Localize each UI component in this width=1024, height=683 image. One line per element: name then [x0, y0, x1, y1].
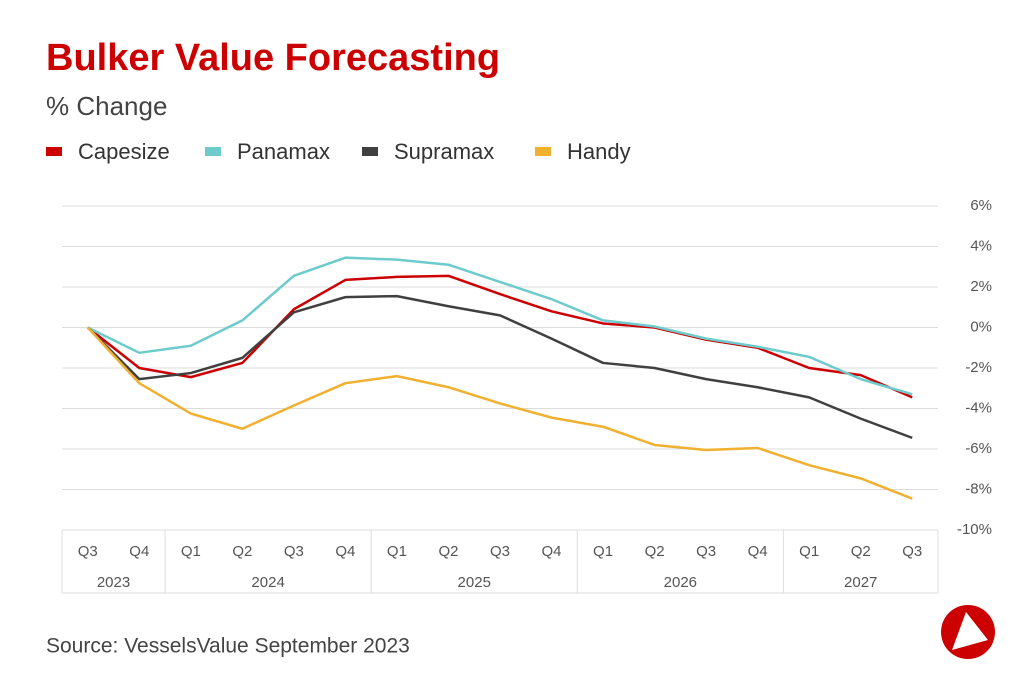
legend-label: Capesize — [78, 139, 170, 164]
x-tick-label: Q2 — [232, 543, 252, 560]
x-tick-label: Q4 — [335, 543, 355, 560]
logo — [941, 605, 995, 659]
x-tick-label: Q1 — [387, 543, 407, 560]
series-line — [86, 274, 913, 399]
x-tick-label: Q3 — [902, 543, 922, 560]
y-tick-label: -2% — [965, 359, 992, 376]
y-tick-label: 0% — [970, 318, 992, 335]
x-group-label: 2024 — [251, 574, 284, 591]
legend-marker — [535, 147, 551, 156]
x-tick-label: Q2 — [438, 543, 458, 560]
series-line — [86, 294, 913, 440]
legend-label: Supramax — [394, 139, 494, 164]
x-tick-label: Q1 — [181, 543, 201, 560]
legend-label: Panamax — [237, 139, 330, 164]
x-group-label: 2026 — [664, 574, 697, 591]
x-tick-label: Q4 — [748, 543, 768, 560]
y-tick-label: 4% — [970, 237, 992, 254]
x-tick-label: Q2 — [645, 543, 665, 560]
x-group-label: 2027 — [844, 574, 877, 591]
y-tick-label: -6% — [965, 440, 992, 457]
x-tick-label: Q3 — [696, 543, 716, 560]
chart-title: Bulker Value Forecasting — [46, 37, 500, 79]
series-line — [86, 326, 913, 500]
source-note: Source: VesselsValue September 2023 — [46, 635, 410, 658]
x-tick-label: Q4 — [129, 543, 149, 560]
x-group-label: 2023 — [97, 574, 130, 591]
y-tick-label: -4% — [965, 399, 992, 416]
y-tick-label: 2% — [970, 278, 992, 295]
legend-marker — [205, 147, 221, 156]
legend-marker — [46, 147, 62, 156]
x-tick-label: Q4 — [542, 543, 562, 560]
y-tick-label: -10% — [957, 521, 992, 538]
x-group-label: 2025 — [458, 574, 491, 591]
legend-label: Handy — [567, 139, 631, 164]
y-tick-label: -8% — [965, 480, 992, 497]
x-tick-label: Q3 — [490, 543, 510, 560]
x-tick-label: Q1 — [799, 543, 819, 560]
x-tick-label: Q2 — [851, 543, 871, 560]
legend-marker — [362, 147, 378, 156]
x-tick-label: Q1 — [593, 543, 613, 560]
x-tick-label: Q3 — [284, 543, 304, 560]
series-line — [87, 256, 913, 396]
chart-subtitle: % Change — [46, 91, 167, 121]
x-tick-label: Q3 — [78, 543, 98, 560]
y-tick-label: 6% — [970, 197, 992, 214]
